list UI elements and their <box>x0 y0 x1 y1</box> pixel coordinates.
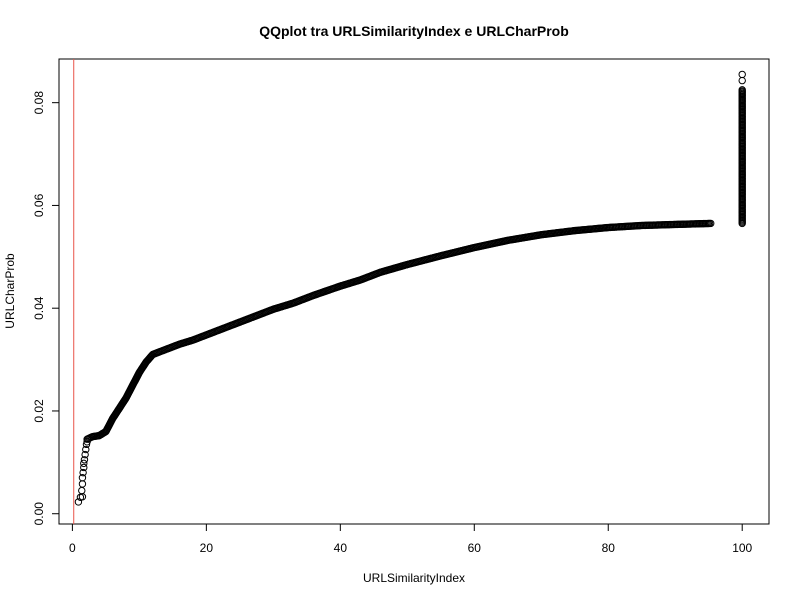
data-point <box>82 445 90 454</box>
y-tick-label: 0.08 <box>32 91 46 115</box>
data-point <box>78 474 87 482</box>
data-point <box>80 456 89 464</box>
data-point <box>80 463 88 472</box>
x-axis: 0 20 40 60 80 100 <box>69 523 753 555</box>
data-point <box>78 486 86 495</box>
data-point <box>707 219 715 228</box>
x-tick-label: 100 <box>732 541 752 555</box>
data-point <box>80 459 88 468</box>
x-tick-label: 40 <box>334 541 348 555</box>
y-tick-label: 0.00 <box>32 502 46 526</box>
x-tick-label: 0 <box>69 541 76 555</box>
x-axis-label: URLSimilarityIndex <box>363 571 465 585</box>
x-tick-label: 20 <box>200 541 214 555</box>
x-tick-label: 80 <box>602 541 616 555</box>
data-point <box>79 468 87 477</box>
y-axis: 0.00 0.02 0.04 0.06 0.08 <box>32 91 60 526</box>
y-tick-label: 0.06 <box>32 193 46 217</box>
plot-frame <box>58 58 770 525</box>
data-point <box>738 76 746 85</box>
y-tick-label: 0.02 <box>32 399 46 423</box>
chart-title: QQplot tra URLSimilarityIndex e URLCharP… <box>259 23 569 39</box>
data-point <box>78 480 87 488</box>
data-point <box>81 450 89 459</box>
data-point <box>738 70 746 79</box>
data-point <box>738 86 746 94</box>
y-axis-label: URLCharProb <box>3 253 17 329</box>
data-point <box>74 498 83 506</box>
plot-area <box>73 59 746 524</box>
y-tick-label: 0.04 <box>32 296 46 320</box>
x-tick-label: 60 <box>468 541 482 555</box>
